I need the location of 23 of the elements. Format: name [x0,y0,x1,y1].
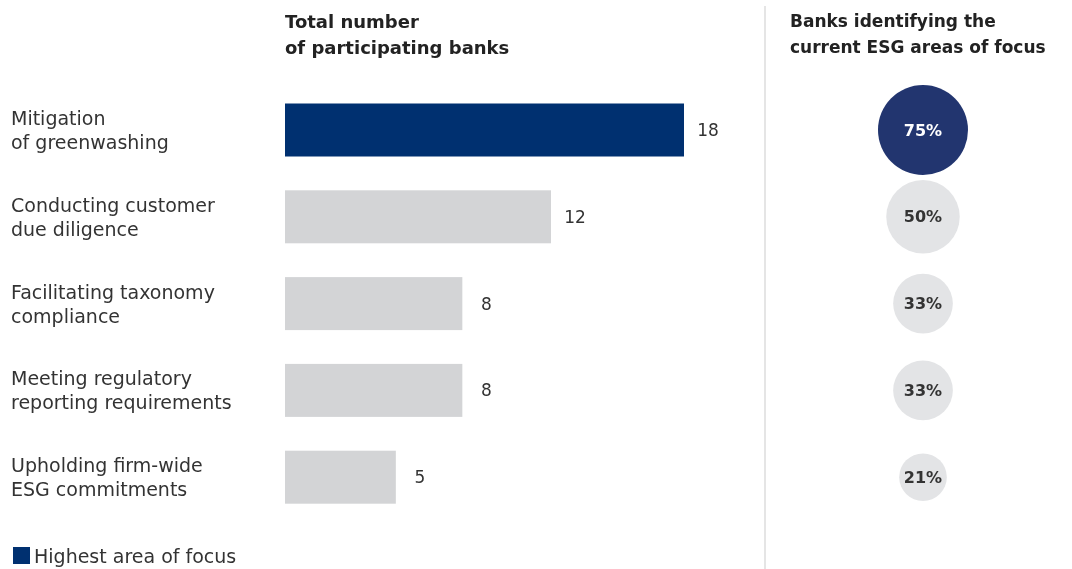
data-label: 12 [564,206,586,227]
data-label: 75% [903,120,943,140]
bar [285,363,463,417]
bar [285,277,463,331]
bar [285,450,396,504]
text: Banks identifying the current ESG areas of focus [790,11,1046,57]
bar [285,103,684,157]
bar [285,190,551,244]
data-label: 33% [903,380,943,400]
y-tick-label: Mitigation of greenwashing [11,107,169,153]
y-tick-label: Conducting customer due diligence [11,193,216,240]
data-label: 8 [480,380,492,401]
chart-title: Total number of participating banks [285,10,510,58]
y-tick-label: Facilitating taxonomy compliance [11,280,215,327]
data-label: 21% [903,467,943,487]
data-label: 18 [697,120,719,140]
data-label: 50% [903,207,943,227]
legend-label: Highest area of focus [34,545,237,567]
data-label: 8 [480,293,492,314]
y-tick-label: Meeting regulatory reporting requirements [11,367,232,414]
y-tick-label: Upholding firm-wide ESG commitments [11,454,203,501]
data-label: 5 [414,467,426,488]
data-label: 33% [903,294,943,314]
